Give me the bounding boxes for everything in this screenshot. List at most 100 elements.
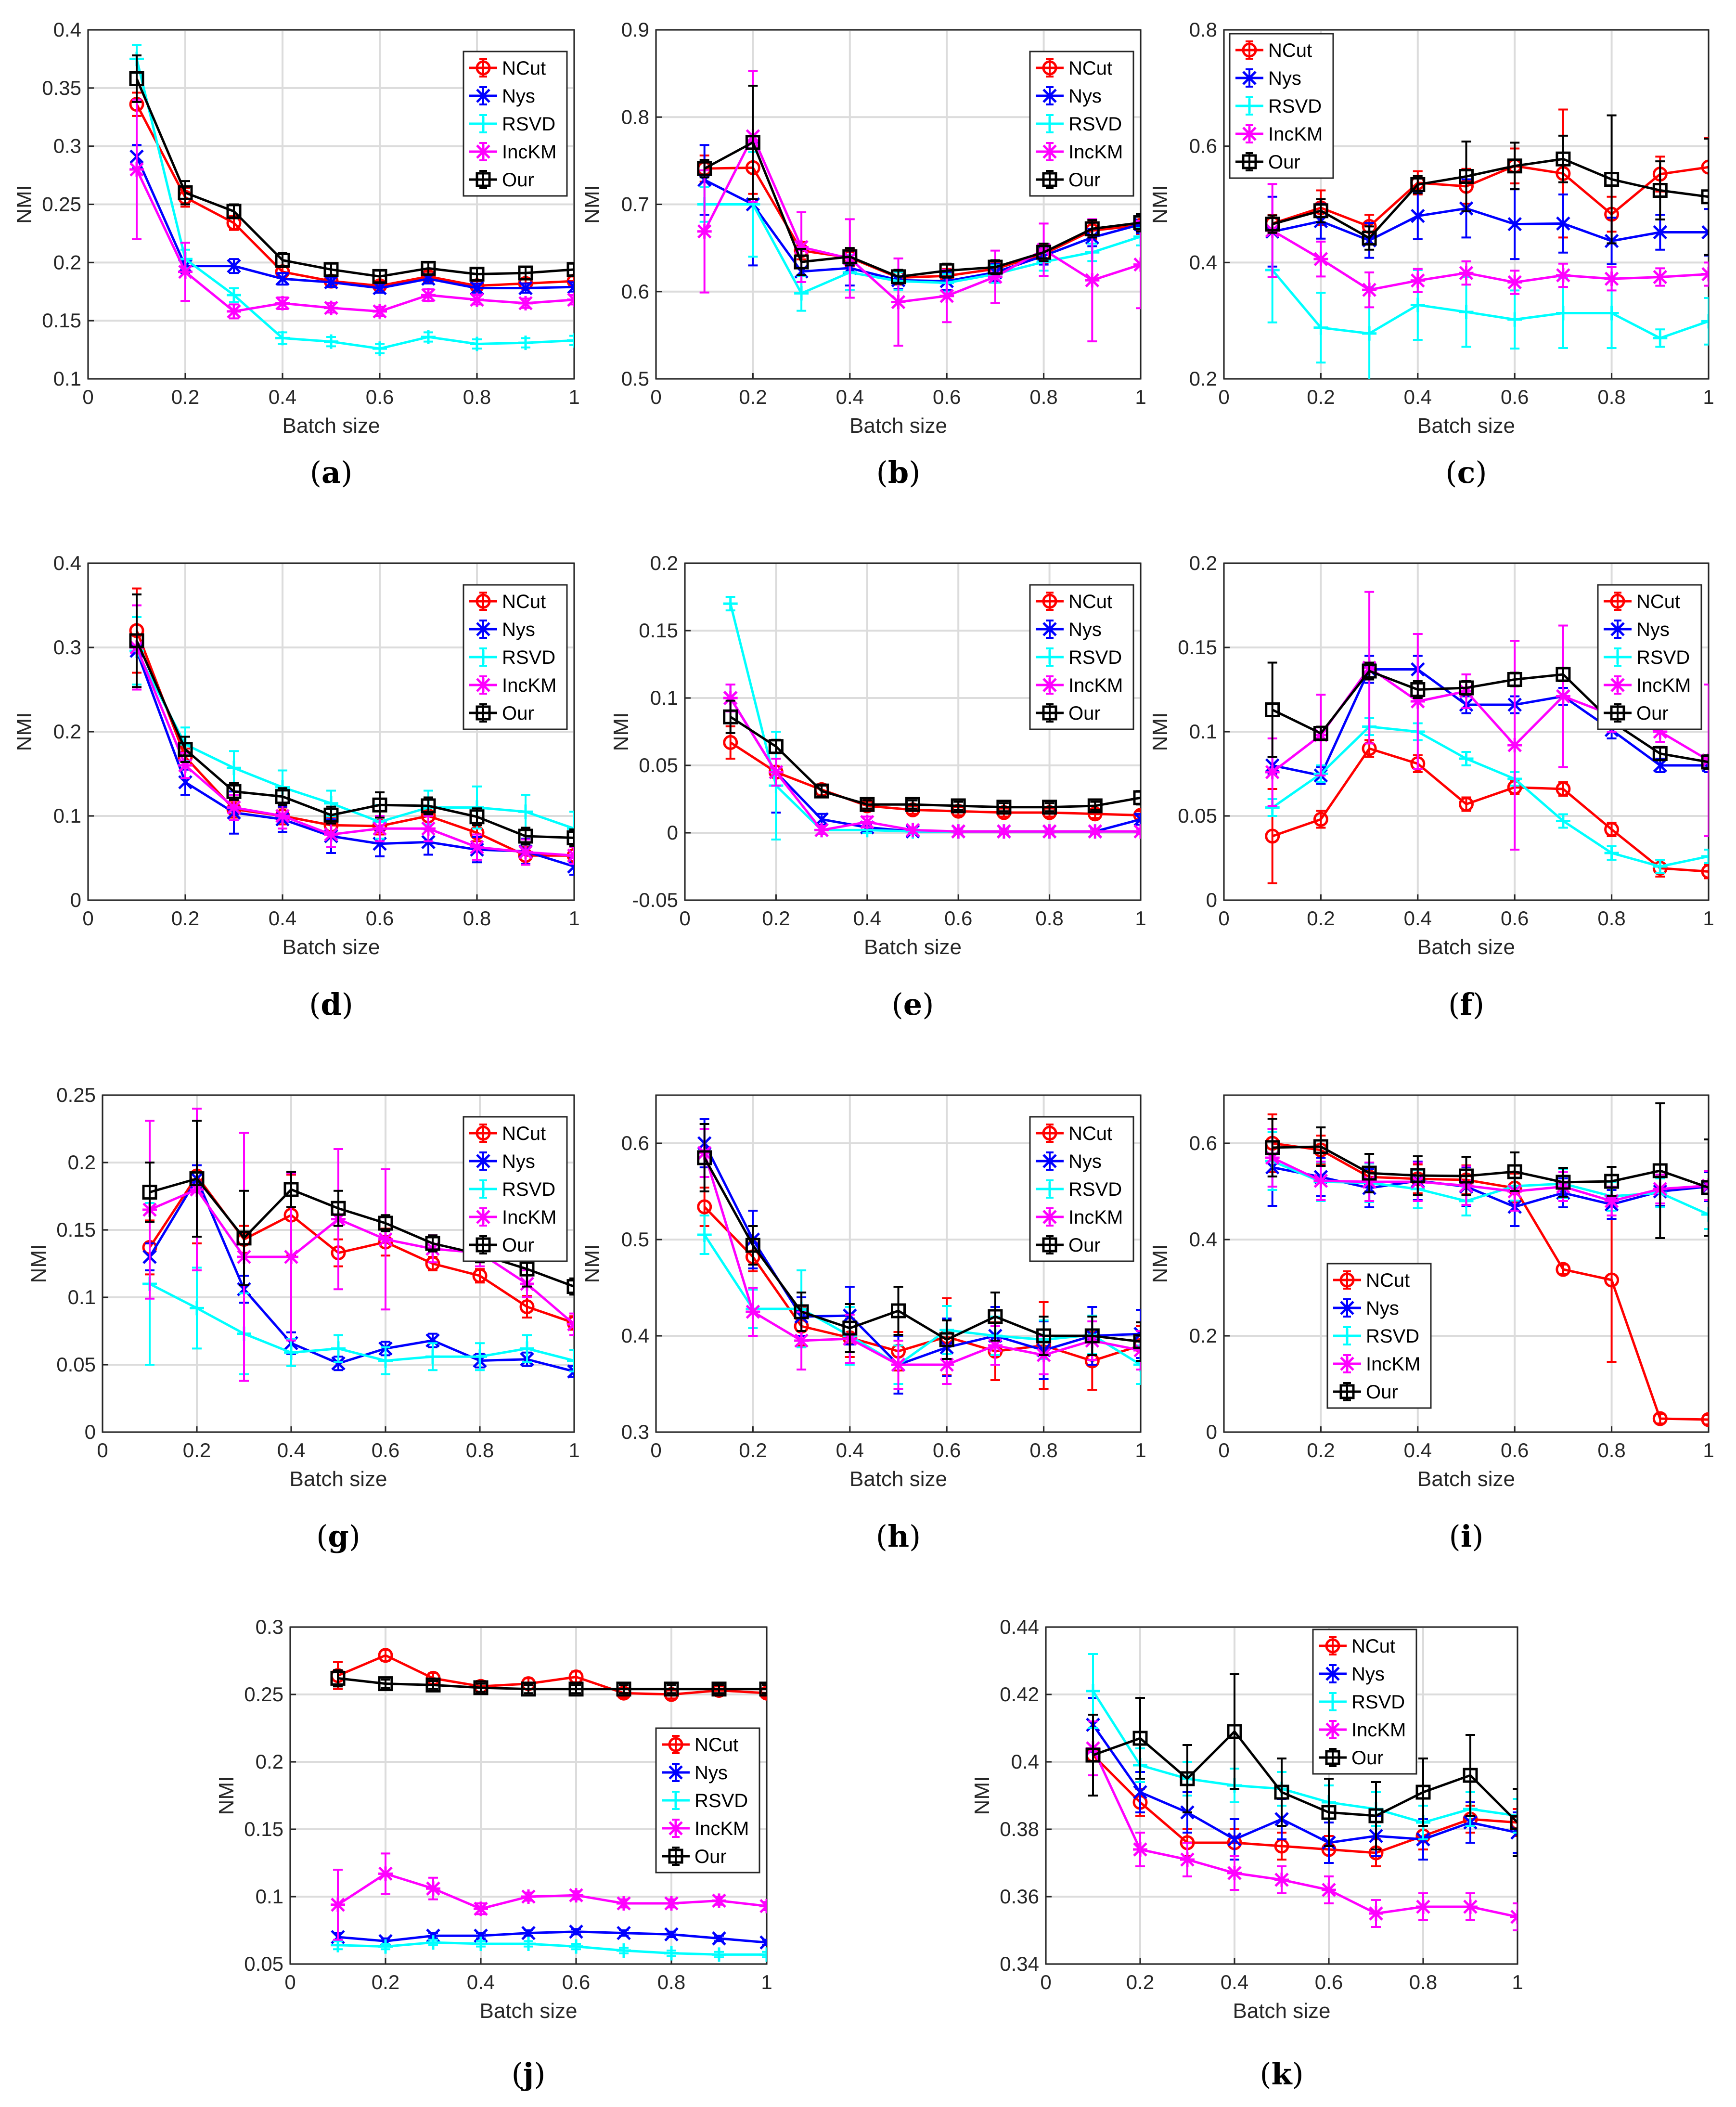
our-line: [1093, 1730, 1517, 1823]
inckm-point-6: [373, 821, 387, 836]
our-point-4: [283, 1182, 299, 1197]
x-tick-label-1: 0.2: [739, 1439, 767, 1461]
rsvd-point-10: [1133, 1357, 1141, 1372]
x-tick-label-4: 0.8: [1409, 1971, 1437, 1993]
rsvd-point-5: [331, 1341, 346, 1356]
y-tick-label-1: 0.15: [42, 309, 81, 332]
legend-ncut-point-1: [476, 60, 491, 76]
legend-entry-our: Our: [1235, 152, 1300, 173]
legend-entry-our: Our: [469, 1235, 534, 1256]
legend-entry-nys: Nys: [1235, 68, 1301, 89]
ncut-line: [1092, 1754, 1517, 1854]
inckm-point-9: [1463, 1900, 1478, 1914]
inckm-point-6: [569, 1888, 583, 1903]
series-layer: [1265, 591, 1709, 884]
our-line: [337, 1677, 767, 1691]
inckm-point-3: [1180, 1852, 1195, 1867]
legend-label: Our: [1268, 152, 1300, 173]
legend-ncut-point-1: [1325, 1638, 1340, 1654]
legend-label: NCut: [502, 1123, 546, 1144]
inckm-line: [729, 697, 1141, 833]
our-point-5: [1459, 169, 1474, 184]
x-tick-label-0: 0: [1218, 1439, 1229, 1461]
our-point-10: [1510, 1815, 1517, 1830]
y-tick-label-5: 0.44: [1000, 1616, 1039, 1638]
our-point-10: [566, 262, 574, 277]
legend-entry-ncut: NCut: [1036, 1123, 1112, 1144]
legend-entry-inckm: IncKM: [1036, 1207, 1123, 1228]
inckm-point-3: [227, 800, 241, 815]
rsvd-point-3: [227, 761, 241, 776]
y-tick-label-1: 0: [667, 821, 678, 844]
our-errorbar-10: [1136, 1321, 1141, 1362]
y-axis-label: NMI: [609, 712, 633, 751]
x-tick-label-1: 0.2: [1307, 907, 1335, 930]
our-point-1: [330, 1670, 346, 1686]
x-tick-label-0: 0: [679, 907, 690, 930]
our-errorbar-10: [1704, 137, 1709, 256]
our-point-9: [519, 1261, 535, 1277]
our-point-3: [1362, 1165, 1377, 1181]
inckm-point-5: [521, 1889, 536, 1904]
inckm-point-10: [1510, 1910, 1517, 1924]
panel-caption-h: (h): [876, 1519, 921, 1554]
series-layer: [330, 1648, 767, 1962]
y-tick-label-2: 0.6: [1189, 135, 1217, 157]
panel-k: 0 0.2 0.4 0.6 0.8 1 0.34 0.36 0.38 0.4 0.42 0.44 Bat…: [970, 1616, 1523, 2092]
our-point-7: [616, 1681, 631, 1697]
rsvd-line: [337, 1941, 767, 1956]
y-tick-label-3: 0.8: [1189, 18, 1217, 41]
legend-rsvd-point-1: [476, 116, 490, 131]
series-layer: [129, 44, 574, 356]
x-tick-label-5: 1: [761, 1971, 772, 1993]
series-layer: [697, 70, 1141, 347]
legend-label: IncKM: [1351, 1719, 1406, 1741]
our-line: [704, 141, 1141, 278]
legend-nys-point-1: [1340, 1301, 1354, 1315]
legend-label: NCut: [1351, 1636, 1395, 1657]
our-point-6: [1507, 672, 1522, 687]
rsvd-errorbar-10: [569, 335, 574, 346]
rsvd-point-10: [567, 333, 574, 348]
inckm-point-6: [1507, 738, 1522, 752]
legend-inckm-point-1: [1610, 678, 1625, 692]
legend-entry-rsvd: RSVD: [1036, 647, 1122, 668]
plot-area: [1224, 1095, 1709, 1432]
legend-entry-inckm: IncKM: [1333, 1354, 1420, 1375]
legend-nys-point-1: [669, 1765, 683, 1780]
rsvd-point-8: [473, 1349, 487, 1364]
legend-entry-our: Our: [469, 169, 534, 191]
legend-entry-rsvd: RSVD: [662, 1790, 748, 1811]
y-tick-label-0: 0.3: [621, 1421, 649, 1443]
inckm-point-8: [470, 840, 484, 854]
legend-entry-inckm: IncKM: [1319, 1719, 1406, 1741]
rsvd-point-4: [284, 1345, 298, 1360]
our-point-5: [323, 807, 339, 823]
series-our: [330, 1669, 767, 1697]
inckm-point-10: [1133, 824, 1141, 839]
x-tick-label-5: 1: [1135, 907, 1146, 930]
ncut-point-1: [1265, 828, 1280, 844]
x-tick-label-4: 0.8: [1035, 907, 1063, 930]
inckm-point-10: [567, 848, 574, 863]
our-point-2: [1132, 1731, 1148, 1746]
x-tick-label-1: 0.2: [183, 1439, 211, 1461]
legend-label: Nys: [1351, 1664, 1385, 1685]
rsvd-line: [149, 1282, 574, 1362]
legend-label: Our: [502, 703, 534, 724]
legend-label: IncKM: [1268, 124, 1323, 145]
x-tick-label-0: 0: [1040, 1971, 1051, 1993]
rsvd-point-2: [378, 1939, 393, 1954]
legend: NCut Nys RSVD IncKM Our: [1312, 1629, 1417, 1775]
our-point-2: [1313, 1139, 1328, 1154]
nys-point-10: [567, 859, 574, 874]
our-point-6: [372, 269, 387, 284]
legend-rsvd-point-1: [1042, 116, 1057, 131]
axes-box: [1223, 1094, 1710, 1433]
y-tick-label-0: 0: [1206, 889, 1217, 911]
legend-nys-point-1: [476, 622, 490, 636]
rsvd-point-9: [1653, 331, 1668, 346]
rsvd-point-3: [1362, 326, 1377, 341]
x-axis-label: Batch size: [849, 414, 947, 438]
inckm-line: [149, 1188, 574, 1325]
